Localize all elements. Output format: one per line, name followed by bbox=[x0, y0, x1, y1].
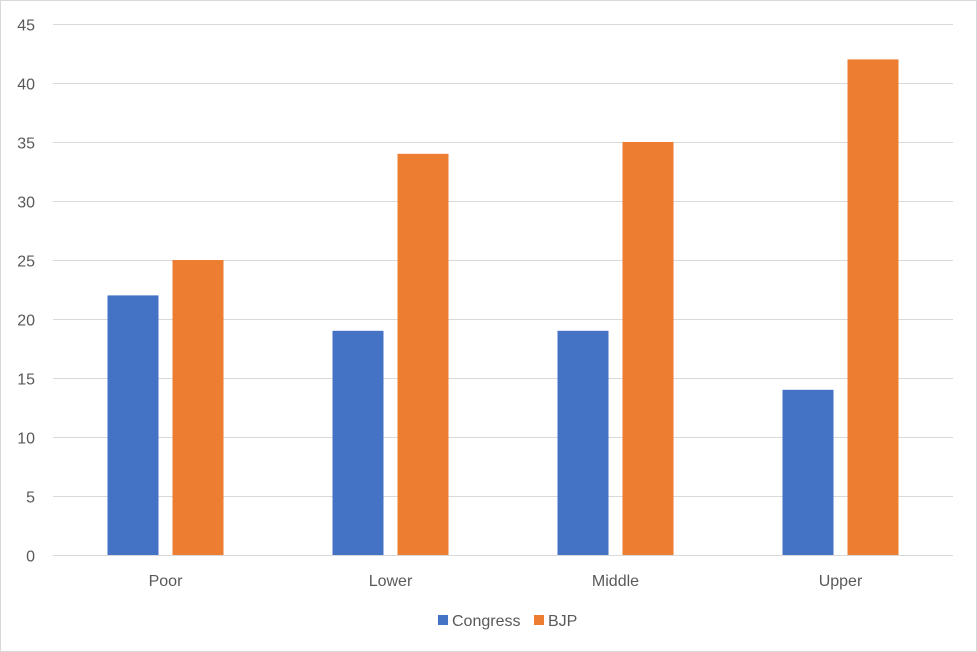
y-tick-label: 20 bbox=[17, 313, 35, 330]
legend: Congress BJP bbox=[438, 613, 577, 630]
bar-congress-lower bbox=[332, 330, 384, 555]
y-tick-label: 25 bbox=[17, 254, 35, 271]
y-axis-tick-labels: 0 5 10 15 20 25 30 35 40 45 bbox=[17, 18, 35, 566]
y-tick-label: 45 bbox=[17, 18, 35, 35]
x-tick-label: Upper bbox=[819, 573, 863, 590]
x-tick-label: Poor bbox=[149, 573, 183, 590]
y-tick-label: 30 bbox=[17, 195, 35, 212]
y-tick-label: 5 bbox=[26, 490, 35, 507]
bar-congress-poor bbox=[107, 295, 159, 555]
bar-bjp-lower bbox=[397, 153, 449, 556]
legend-label-bjp: BJP bbox=[548, 613, 577, 630]
legend-swatch-congress bbox=[438, 615, 448, 625]
x-tick-label: Middle bbox=[592, 573, 639, 590]
bar-congress-upper bbox=[782, 389, 834, 555]
bar-congress-middle bbox=[557, 330, 609, 555]
x-tick-label: Lower bbox=[369, 573, 413, 590]
bar-bjp-upper bbox=[847, 59, 899, 556]
bar-bjp-middle bbox=[622, 142, 674, 555]
bar-bjp-poor bbox=[172, 260, 224, 555]
y-tick-label: 10 bbox=[17, 431, 35, 448]
legend-label-congress: Congress bbox=[452, 613, 520, 630]
y-tick-label: 15 bbox=[17, 372, 35, 389]
y-tick-label: 40 bbox=[17, 77, 35, 94]
legend-swatch-bjp bbox=[534, 615, 544, 625]
y-tick-label: 0 bbox=[26, 549, 35, 566]
bars bbox=[107, 59, 899, 556]
y-tick-label: 35 bbox=[17, 136, 35, 153]
x-axis-tick-labels: Poor Lower Middle Upper bbox=[149, 573, 863, 590]
